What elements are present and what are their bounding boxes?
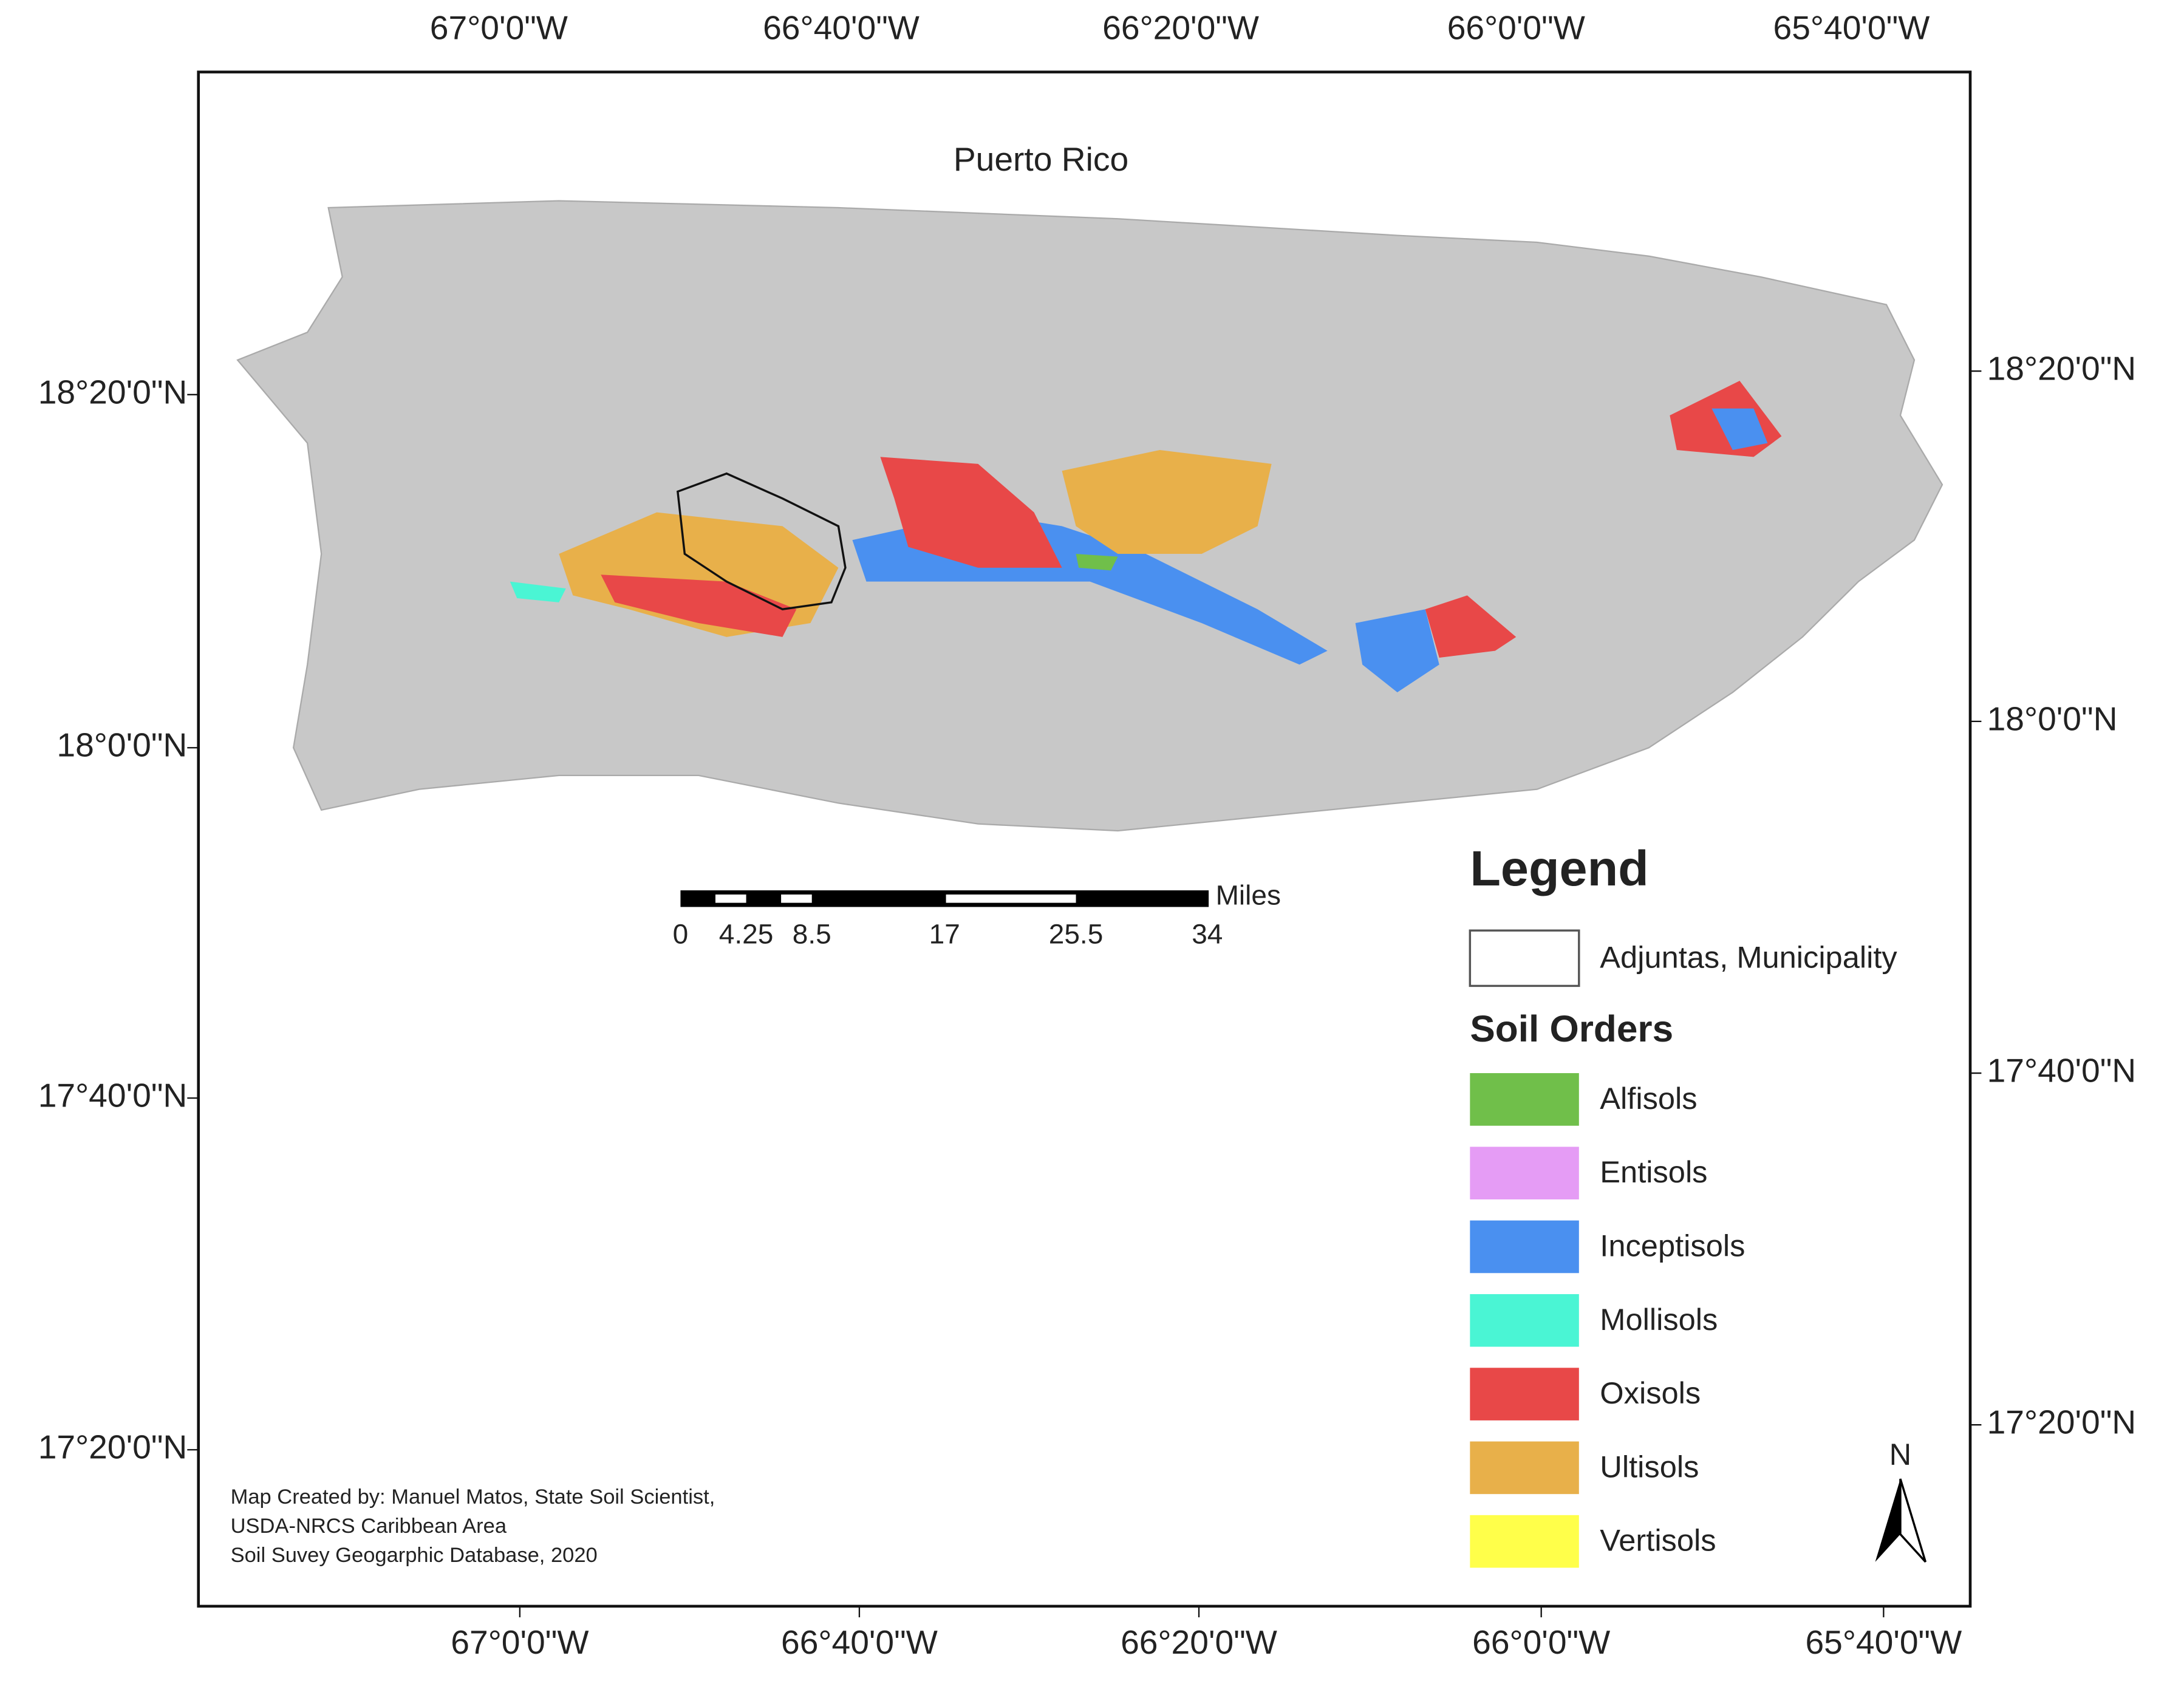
- bottom-coordinate-label: 66°20'0"W: [1121, 1623, 1277, 1661]
- legend-swatch: [1470, 1294, 1579, 1347]
- credit-line: Soil Suvey Geogarphic Database, 2020: [231, 1544, 598, 1567]
- scale-label: 17: [929, 919, 960, 950]
- top-coordinate-label: 65°40'0"W: [1773, 9, 1930, 47]
- soil-patches: [510, 381, 1782, 693]
- right-coordinate-label: 17°40'0"N: [1987, 1052, 2137, 1089]
- scale-bar-body: [680, 890, 1209, 907]
- legend-label: Inceptisols: [1600, 1229, 1745, 1263]
- scale-label: 4.25: [719, 919, 774, 950]
- scale-label: 34: [1192, 919, 1223, 950]
- legend-label: Oxisols: [1600, 1376, 1701, 1410]
- legend-label: Ultisols: [1600, 1450, 1699, 1484]
- legend-swatch: [1470, 1147, 1579, 1199]
- bottom-coordinate-label: 65°40'0"W: [1805, 1623, 1962, 1661]
- oxisols-patch: [880, 457, 1062, 568]
- legend-label: Entisols: [1600, 1154, 1707, 1189]
- legend-swatch: [1470, 1073, 1579, 1126]
- boundary-label: Adjuntas, Municipality: [1600, 940, 1897, 975]
- left-coordinate-label: 18°0'0"N: [56, 726, 187, 764]
- mollisols-patch: [510, 581, 566, 602]
- legend-swatch: [1470, 1441, 1579, 1495]
- scale-bar-segment: [781, 894, 812, 903]
- left-coordinate-label: 18°20'0"N: [38, 373, 188, 411]
- scale-label: 25.5: [1049, 919, 1104, 950]
- inceptisols-patch: [1711, 408, 1768, 451]
- alfisols-patch: [1076, 554, 1118, 571]
- oxisols-patch: [1425, 595, 1517, 658]
- oxisols-patch: [601, 575, 797, 637]
- top-coordinate-label: 66°40'0"W: [763, 9, 920, 47]
- legend-swatch: [1470, 1220, 1579, 1274]
- right-coordinate-label: 18°20'0"N: [1987, 350, 2137, 387]
- top-coordinate-label: 67°0'0"W: [430, 9, 568, 47]
- legend-swatch: [1470, 1515, 1579, 1568]
- north-arrow-right: [1899, 1478, 1927, 1563]
- scale-bar: [680, 890, 1209, 907]
- left-coordinate-label: 17°40'0"N: [38, 1077, 188, 1114]
- legend-swatch: [1470, 1368, 1579, 1420]
- scale-bar-segment: [715, 894, 746, 903]
- legend-title: Legend: [1470, 840, 1648, 896]
- scale-unit: Miles: [1216, 880, 1281, 911]
- credit-line: USDA-NRCS Caribbean Area: [231, 1515, 507, 1538]
- scale-label: 8.5: [793, 919, 831, 950]
- legend-label: Alfisols: [1600, 1081, 1697, 1116]
- boundary-swatch: [1469, 929, 1580, 987]
- bottom-coordinate-label: 66°0'0"W: [1472, 1623, 1610, 1661]
- right-coordinate-label: 17°20'0"N: [1987, 1403, 2137, 1441]
- ultisols-patch: [1062, 450, 1272, 554]
- north-label: N: [1889, 1437, 1912, 1471]
- credit-line: Map Created by: Manuel Matos, State Soil…: [231, 1485, 715, 1509]
- top-coordinate-label: 66°20'0"W: [1102, 9, 1259, 47]
- right-coordinate-label: 18°0'0"N: [1987, 700, 2118, 738]
- legend-label: Mollisols: [1600, 1302, 1718, 1337]
- map-title: Puerto Rico: [954, 140, 1128, 178]
- legend-subtitle: Soil Orders: [1470, 1008, 1673, 1050]
- top-coordinate-label: 66°0'0"W: [1447, 9, 1585, 47]
- scale-bar-segment: [946, 894, 1076, 903]
- bottom-coordinate-label: 66°40'0"W: [781, 1623, 938, 1661]
- legend-label: Vertisols: [1600, 1523, 1716, 1558]
- left-coordinate-label: 17°20'0"N: [38, 1428, 188, 1466]
- inceptisols-patch: [1355, 609, 1439, 693]
- adjuntas-boundary: [676, 472, 847, 610]
- bottom-coordinate-label: 67°0'0"W: [451, 1623, 589, 1661]
- scale-label: 0: [673, 919, 689, 950]
